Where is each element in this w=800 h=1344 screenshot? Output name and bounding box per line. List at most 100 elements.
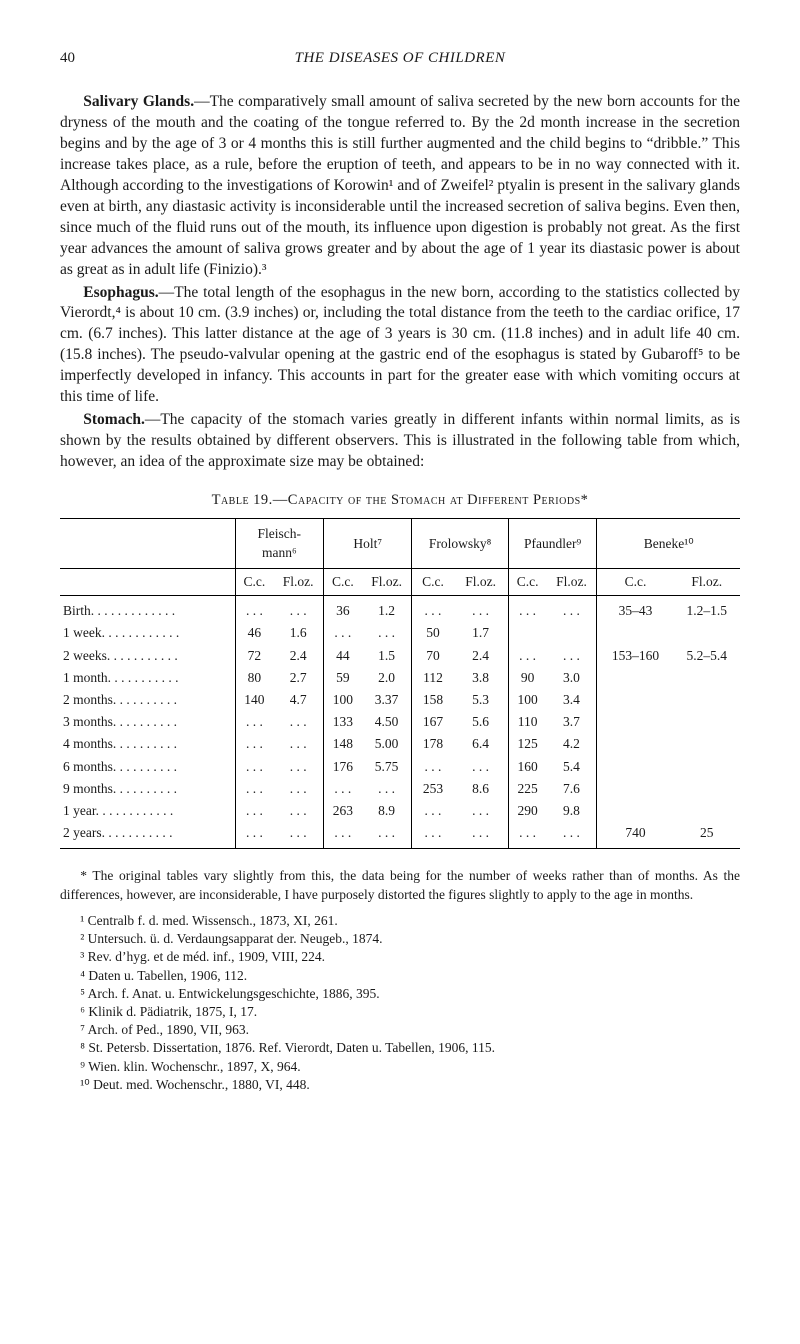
cell: 167 (412, 711, 454, 733)
cell: 100 (324, 689, 362, 711)
cell: 5.6 (453, 711, 508, 733)
cell: 740 (597, 822, 674, 849)
table-row: 1 week. . . . . . . . . . . .461.6. . ..… (60, 622, 740, 644)
cell: 36 (324, 596, 362, 623)
unit-floz: Fl.oz. (273, 568, 323, 595)
cell: . . . (508, 822, 546, 849)
cell: 160 (508, 756, 546, 778)
cell: . . . (362, 622, 412, 644)
row-label: 1 year. . . . . . . . . . . . (60, 800, 235, 822)
unit-cc: C.c. (412, 568, 454, 595)
cell: 1.5 (362, 645, 412, 667)
unit-floz: Fl.oz. (362, 568, 412, 595)
row-label: 6 months. . . . . . . . . . (60, 756, 235, 778)
table-row: 6 months. . . . . . . . . .. . .. . .176… (60, 756, 740, 778)
cell: . . . (273, 596, 323, 623)
cell: 70 (412, 645, 454, 667)
cell: . . . (273, 711, 323, 733)
cell: 3.4 (546, 689, 596, 711)
cell: 80 (235, 667, 273, 689)
cell: 153–160 (597, 645, 674, 667)
cell: . . . (453, 596, 508, 623)
footnotes: * The original tables vary slightly from… (60, 867, 740, 1094)
table-row: 1 month. . . . . . . . . . .802.7592.011… (60, 667, 740, 689)
reference-item: ² Untersuch. ü. d. Verdaungsapparat der.… (60, 930, 740, 948)
table-row: 9 months. . . . . . . . . .. . .. . .. .… (60, 778, 740, 800)
cell: . . . (508, 645, 546, 667)
cell: 5.4 (546, 756, 596, 778)
cell: 1.2–1.5 (674, 596, 740, 623)
cell (674, 778, 740, 800)
cell: . . . (453, 822, 508, 849)
cell: 4.7 (273, 689, 323, 711)
cell (508, 622, 546, 644)
lead-salivary: Salivary Glands. (83, 93, 194, 110)
cell: . . . (235, 756, 273, 778)
cell: 5.75 (362, 756, 412, 778)
cell (674, 733, 740, 755)
cell: 253 (412, 778, 454, 800)
cell: . . . (362, 778, 412, 800)
cell (597, 778, 674, 800)
cell (597, 711, 674, 733)
cell: 3.37 (362, 689, 412, 711)
row-label: 1 week. . . . . . . . . . . . (60, 622, 235, 644)
cell: 44 (324, 645, 362, 667)
cell: 90 (508, 667, 546, 689)
cell (674, 756, 740, 778)
cell: 4.2 (546, 733, 596, 755)
reference-item: ¹⁰ Deut. med. Wochenschr., 1880, VI, 448… (60, 1076, 740, 1094)
cell: . . . (546, 822, 596, 849)
row-label: Birth. . . . . . . . . . . . . (60, 596, 235, 623)
cell: 3.7 (546, 711, 596, 733)
row-label: 2 weeks. . . . . . . . . . . (60, 645, 235, 667)
cell: 5.3 (453, 689, 508, 711)
cell: . . . (546, 596, 596, 623)
table-header-units: C.c. Fl.oz. C.c. Fl.oz. C.c. Fl.oz. C.c.… (60, 568, 740, 595)
table-row: 2 weeks. . . . . . . . . . .722.4441.570… (60, 645, 740, 667)
reference-item: ⁴ Daten u. Tabellen, 1906, 112. (60, 967, 740, 985)
table-body: Birth. . . . . . . . . . . . .. . .. . .… (60, 596, 740, 849)
cell (674, 622, 740, 644)
row-label: 2 years. . . . . . . . . . . (60, 822, 235, 849)
unit-floz: Fl.oz. (674, 568, 740, 595)
col-fleischmann: Fleisch- mann⁶ (235, 519, 323, 568)
table-row: 3 months. . . . . . . . . .. . .. . .133… (60, 711, 740, 733)
table-caption: Table 19.—Capacity of the Stomach at Dif… (60, 491, 740, 511)
page-number: 40 (60, 48, 75, 68)
cell: 9.8 (546, 800, 596, 822)
col-blank (60, 519, 235, 568)
cell (597, 800, 674, 822)
cell: . . . (273, 733, 323, 755)
body-salivary: —The comparatively small amount of saliv… (60, 93, 740, 277)
cell: 7.6 (546, 778, 596, 800)
col-pfaundler: Pfaundler⁹ (508, 519, 597, 568)
cell: 110 (508, 711, 546, 733)
cell: 290 (508, 800, 546, 822)
unit-cc: C.c. (324, 568, 362, 595)
cell (674, 667, 740, 689)
table-row: Birth. . . . . . . . . . . . .. . .. . .… (60, 596, 740, 623)
stomach-capacity-table: Fleisch- mann⁶ Holt⁷ Frolowsky⁸ Pfaundle… (60, 518, 740, 849)
col-frolowsky: Frolowsky⁸ (412, 519, 508, 568)
table-header-groups: Fleisch- mann⁶ Holt⁷ Frolowsky⁸ Pfaundle… (60, 519, 740, 568)
cell: . . . (235, 596, 273, 623)
reference-item: ⁶ Klinik d. Pädiatrik, 1875, I, 17. (60, 1003, 740, 1021)
body-stomach: —The capacity of the stomach varies grea… (60, 411, 740, 470)
cell: 50 (412, 622, 454, 644)
paragraph-stomach: Stomach.—The capacity of the stomach var… (60, 410, 740, 473)
reference-item: ⁷ Arch. of Ped., 1890, VII, 963. (60, 1021, 740, 1039)
reference-list: ¹ Centralb f. d. med. Wissensch., 1873, … (60, 912, 740, 1094)
col-holt: Holt⁷ (324, 519, 412, 568)
reference-item: ⁸ St. Petersb. Dissertation, 1876. Ref. … (60, 1039, 740, 1057)
table-row: 1 year. . . . . . . . . . . .. . .. . .2… (60, 800, 740, 822)
cell: 72 (235, 645, 273, 667)
page-header: 40 THE DISEASES OF CHILDREN 40 (60, 48, 740, 68)
table-row: 2 months. . . . . . . . . .1404.71003.37… (60, 689, 740, 711)
cell: 263 (324, 800, 362, 822)
footnote-star: * The original tables vary slightly from… (60, 867, 740, 903)
reference-item: ¹ Centralb f. d. med. Wissensch., 1873, … (60, 912, 740, 930)
cell: 1.6 (273, 622, 323, 644)
cell: . . . (273, 822, 323, 849)
cell: . . . (273, 756, 323, 778)
